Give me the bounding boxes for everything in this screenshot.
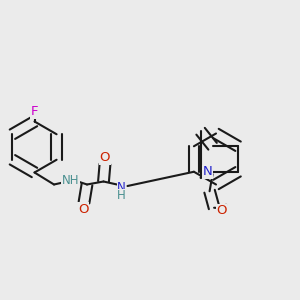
Text: NH: NH	[62, 173, 79, 187]
Text: O: O	[78, 202, 88, 216]
Text: F: F	[31, 105, 38, 119]
Text: N: N	[117, 181, 126, 194]
Text: H: H	[117, 189, 126, 203]
Text: O: O	[100, 151, 110, 164]
Text: O: O	[216, 204, 227, 217]
Text: N: N	[202, 165, 212, 178]
